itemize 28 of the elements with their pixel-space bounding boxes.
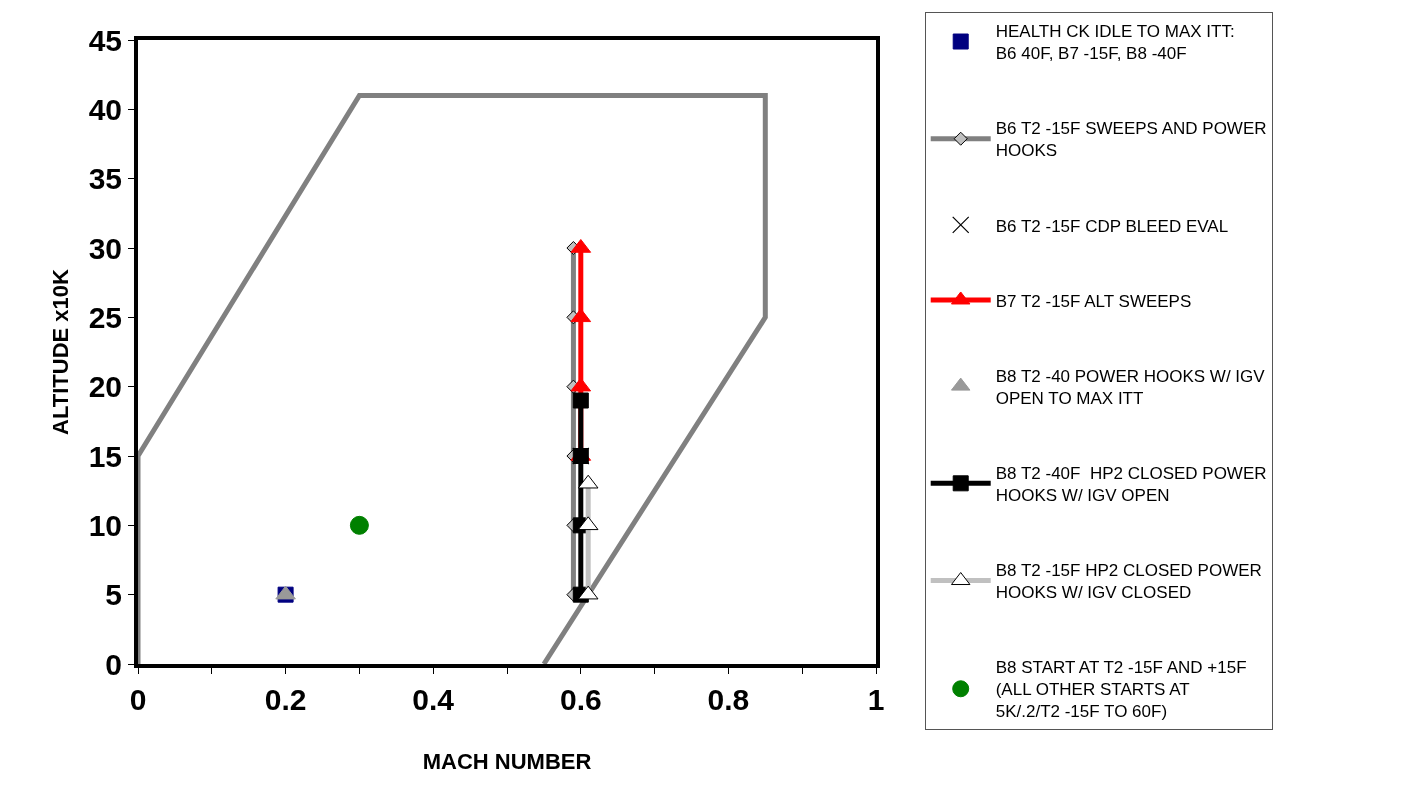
legend-label: B8 T2 -40 POWER HOOKS W/ IGV OPEN TO MAX ITT	[995, 366, 1266, 408]
legend-label: B8 T2 -40F HP2 CLOSED POWER HOOKS W/ IGV OPEN	[995, 463, 1267, 505]
y-tick-label: 20	[88, 370, 122, 404]
x-axis-title: MACH NUMBER	[422, 749, 592, 775]
x-tick-label: 0	[129, 683, 147, 716]
y-tick-label: 35	[88, 162, 122, 196]
y-tick-label: 15	[88, 439, 122, 473]
point	[572, 392, 589, 409]
y-tick-label: 10	[88, 508, 122, 542]
x-tick-label: 0.4	[412, 683, 455, 716]
x-tick-label: 0.6	[559, 683, 602, 716]
y-tick-label: 25	[88, 300, 122, 334]
y-axis-title: ALTITUDE x10K	[47, 268, 73, 435]
y-tick-label: 0	[105, 647, 122, 681]
legend-label: B8 T2 -15F HP2 CLOSED POWER HOOKS W/ IGV CLOSED	[995, 561, 1262, 603]
y-tick-label: 5	[105, 578, 122, 612]
y-tick-label: 40	[88, 92, 122, 126]
x-tick-label: 1	[867, 683, 885, 716]
legend-label: HEALTH CK IDLE TO MAX ITT: B6 40F, B7 -15F, B8 -40F	[995, 22, 1235, 64]
y-tick-label: 30	[88, 231, 122, 265]
x-tick-label: 0.2	[264, 683, 307, 716]
legend-label: B7 T2 -15F ALT SWEEPS	[995, 291, 1192, 311]
y-tick-label: 45	[88, 23, 122, 57]
legend-label: B8 START AT T2 -15F AND +15F (ALL OTHER STARTS AT 5K/.2/T2 -15F TO 60F)	[995, 658, 1247, 722]
legend-label: B6 T2 -15F SWEEPS AND POWER HOOKS	[995, 119, 1267, 161]
point	[349, 515, 369, 535]
x-tick-label: 0.8	[707, 683, 750, 716]
legend-label: B6 T2 -15F CDP BLEED EVAL	[995, 216, 1229, 236]
